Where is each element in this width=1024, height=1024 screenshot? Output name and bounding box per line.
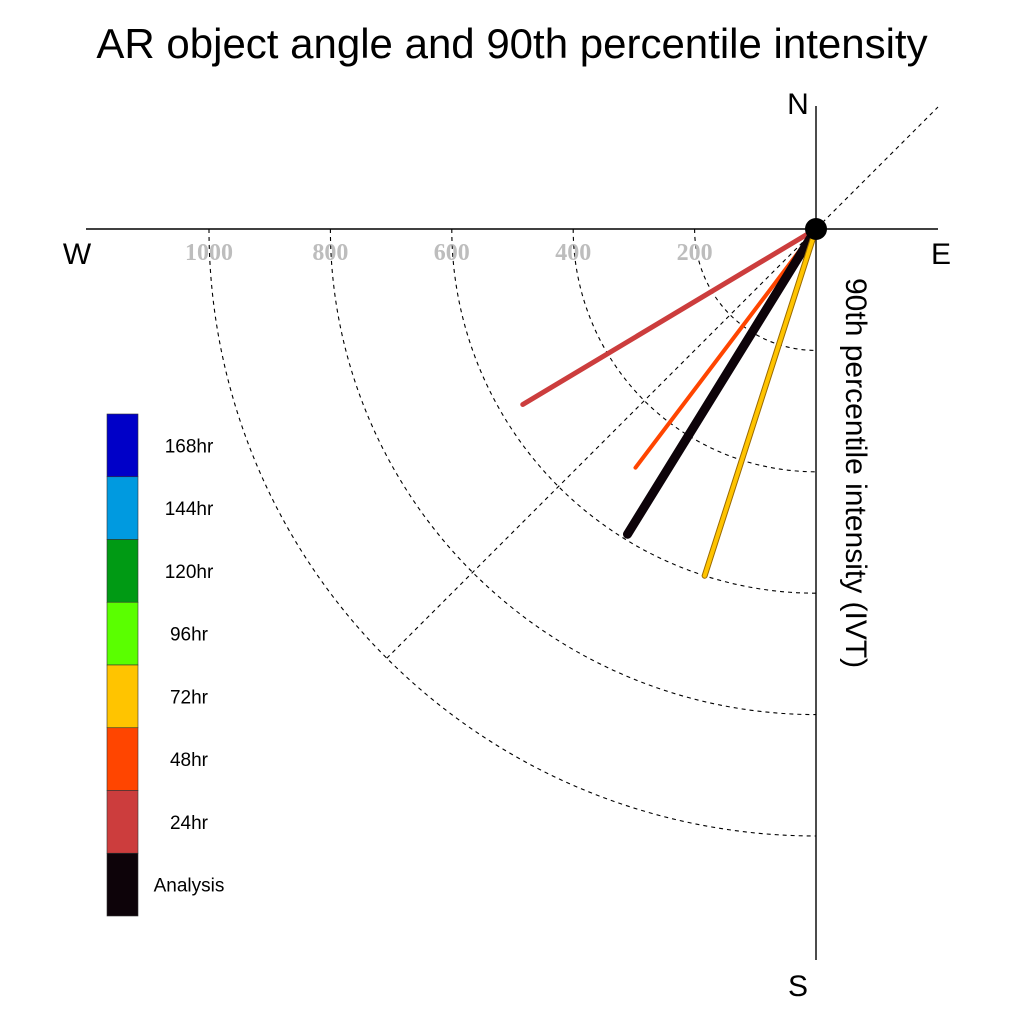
polar-grid (208, 106, 939, 837)
compass-north: N (787, 88, 809, 121)
compass-south: S (788, 970, 808, 1003)
vector-48hr (633, 227, 818, 470)
chart-title: AR object angle and 90th percentile inte… (96, 20, 927, 67)
legend-label: 72hr (170, 687, 209, 708)
radial-tick-label: 1000 (185, 240, 233, 266)
legend-swatch (106, 664, 139, 729)
legend-swatch (106, 852, 139, 917)
origin-point (805, 218, 827, 240)
legend-label: 48hr (170, 750, 209, 771)
legend-swatch (106, 790, 139, 854)
compass-east: E (931, 238, 951, 271)
legend-swatch (106, 601, 139, 666)
series-vectors (520, 224, 821, 579)
radial-tick-label: 400 (555, 240, 591, 266)
radial-tick-label: 800 (312, 240, 348, 266)
vector-72hr (702, 227, 818, 578)
radial-tick-labels: 200 400 600 800 1000 (185, 240, 713, 266)
legend-swatch (106, 539, 139, 603)
vector-24hr (520, 226, 819, 407)
radial-tick-label: 600 (434, 240, 470, 266)
radial-tick-label: 200 (677, 240, 713, 266)
grid-diagonal (386, 106, 939, 659)
compass-west: W (63, 238, 92, 271)
legend-swatch (106, 413, 139, 478)
legend-label: Analysis (154, 876, 225, 897)
legend: 168hr 144hr 120hr 96hr 72hr 48hr 24hr Analysis (106, 413, 225, 917)
legend-label: 144hr (165, 499, 214, 520)
legend-label: 24hr (170, 813, 209, 834)
legend-label: 120hr (165, 562, 214, 583)
legend-label: 168hr (165, 436, 214, 457)
grid-arc (694, 228, 817, 351)
radial-axis-label: 90th percentile intensity (IVT) (839, 278, 872, 668)
grid-arc (329, 228, 817, 716)
legend-swatch (106, 476, 139, 540)
legend-label: 96hr (170, 625, 209, 646)
legend-swatch (106, 727, 139, 791)
grid-arc (208, 228, 817, 837)
vector-analysis (622, 224, 821, 539)
